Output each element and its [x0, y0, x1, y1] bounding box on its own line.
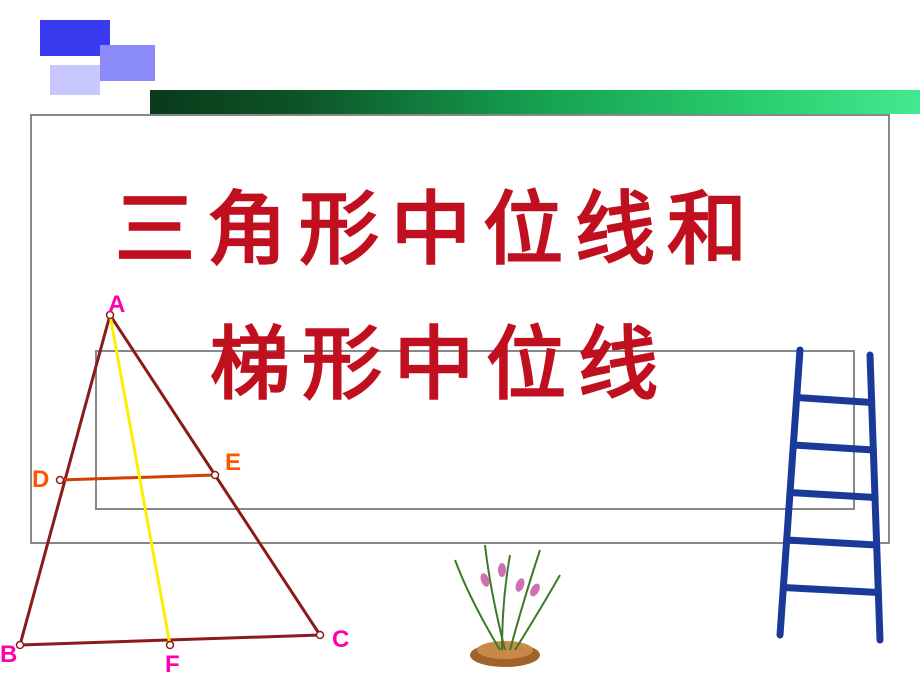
vertex-label-a: A: [108, 291, 125, 319]
corner-decoration: [40, 20, 180, 100]
flower-decoration: [430, 530, 580, 670]
vertex-label-c: C: [332, 626, 349, 654]
vertex-label-b: B: [0, 641, 17, 669]
triangle-diagram: [0, 285, 360, 685]
title-line-1: 三角形中位线和: [115, 165, 759, 281]
vertex-label-e: E: [225, 449, 241, 477]
vertex-label-f: F: [165, 651, 180, 679]
top-gradient-bar: [150, 90, 920, 114]
vertex-label-d: D: [32, 466, 49, 494]
ladder-diagram: [770, 340, 890, 650]
